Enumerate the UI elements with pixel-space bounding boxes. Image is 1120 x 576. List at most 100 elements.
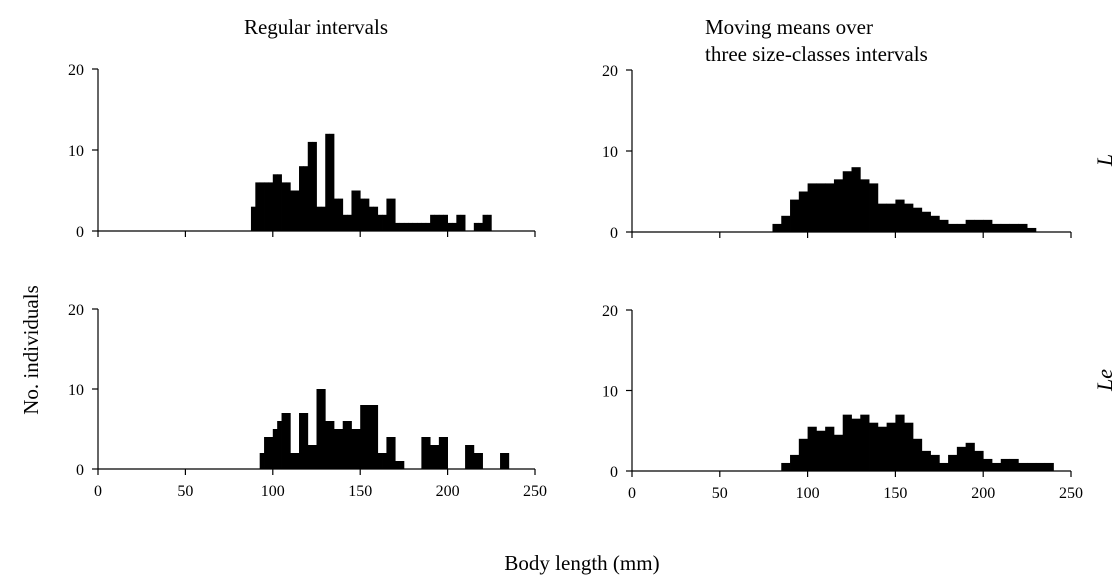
- y-axis-label: No. individuals: [19, 285, 43, 415]
- histogram-bar: [438, 437, 444, 469]
- histogram-bar: [382, 453, 387, 469]
- histogram-bar: [264, 182, 269, 231]
- x-tick-label: 150: [348, 483, 372, 500]
- histogram-bar: [390, 437, 396, 469]
- histogram-bar: [338, 198, 344, 231]
- histogram-bar: [833, 179, 844, 232]
- histogram-bar: [1044, 462, 1054, 471]
- histogram-bar: [299, 166, 304, 231]
- histogram-bar: [285, 413, 291, 469]
- histogram-bar: [825, 426, 835, 471]
- histogram-bar: [465, 445, 470, 469]
- histogram-bar: [307, 141, 313, 231]
- panel-top-left: 0 10 20: [68, 62, 536, 241]
- histogram-bar: [342, 214, 348, 231]
- y-tick-label: 10: [602, 384, 618, 401]
- histogram-bar: [983, 219, 993, 232]
- x-axis-label: Body length (mm): [504, 551, 659, 575]
- histogram-bar: [807, 426, 817, 471]
- histogram-bar: [425, 437, 431, 469]
- histogram-bar: [456, 214, 462, 231]
- histogram-bar: [1035, 462, 1046, 471]
- histogram-bar: [1027, 462, 1037, 471]
- x-tick-label: 100: [261, 483, 285, 500]
- histogram-bar: [399, 461, 405, 469]
- histogram-bar: [965, 442, 975, 471]
- histogram-bar: [842, 414, 852, 471]
- histogram-bar: [1018, 223, 1028, 232]
- histogram-bar: [443, 214, 448, 231]
- histogram-bar: [312, 445, 317, 469]
- histogram-bar: [421, 437, 427, 469]
- histogram-bar: [430, 214, 435, 231]
- histogram-bar: [772, 223, 782, 232]
- histogram-bar: [325, 133, 331, 231]
- histogram-bar: [473, 453, 479, 469]
- y-tick-label: 0: [76, 462, 84, 479]
- histogram-bar: [473, 222, 479, 231]
- histogram-bar: [451, 222, 457, 231]
- histogram-bar: [948, 223, 958, 232]
- histogram-bar: [434, 214, 440, 231]
- histogram-bar: [399, 222, 405, 231]
- histogram-bar: [355, 429, 361, 469]
- histogram-bar: [325, 421, 331, 469]
- histogram-bar: [974, 219, 984, 232]
- histogram-bar: [912, 438, 923, 471]
- histogram-bar: [895, 414, 905, 471]
- histogram-bar: [478, 453, 483, 469]
- right-column-title-line1: Moving means over: [705, 15, 873, 39]
- histogram-bar: [930, 454, 940, 471]
- y-tick-label: 10: [602, 144, 618, 161]
- histogram-bar: [303, 166, 309, 231]
- histogram-bar: [1009, 458, 1019, 471]
- x-tick-label: 0: [94, 483, 102, 500]
- histogram-bar: [316, 206, 322, 231]
- histogram-bar: [904, 422, 914, 471]
- histogram-bar: [930, 215, 940, 232]
- y-tick-label: 20: [602, 63, 618, 80]
- histogram-bar: [272, 174, 278, 231]
- histogram-bar: [277, 421, 282, 469]
- histogram-bar: [478, 222, 483, 231]
- row-label-bottom: Le: [1092, 369, 1117, 392]
- histogram-bar: [895, 199, 905, 232]
- x-tick-label: 250: [1059, 485, 1083, 502]
- histogram-bar: [869, 422, 879, 471]
- histogram-bar: [939, 219, 949, 232]
- histogram-bar: [434, 445, 440, 469]
- histogram-bar: [333, 198, 339, 231]
- histogram-bar: [347, 214, 352, 231]
- histogram-bar: [781, 462, 791, 471]
- histogram-bar: [360, 198, 365, 231]
- histogram-bar: [956, 446, 967, 471]
- histogram-bar: [316, 389, 322, 469]
- histogram-bar: [250, 206, 256, 231]
- histogram-bar: [482, 214, 488, 231]
- histogram-bar: [373, 405, 379, 469]
- row-label-top: L: [1092, 154, 1117, 167]
- histogram-bar: [798, 438, 808, 471]
- histogram-bar: [382, 214, 387, 231]
- histogram-bar: [320, 206, 326, 231]
- histogram-bar: [417, 222, 422, 231]
- x-tick-label: 0: [628, 485, 636, 502]
- y-tick-label: 0: [610, 464, 618, 481]
- histogram-bar: [290, 190, 296, 231]
- histogram-bar: [851, 418, 861, 471]
- histogram-bar: [790, 199, 800, 232]
- histogram-bar: [816, 183, 826, 232]
- histogram-bar: [259, 453, 265, 469]
- histogram-bar: [816, 430, 826, 471]
- histogram-bar: [351, 190, 357, 231]
- histogram-bar: [255, 182, 261, 231]
- histogram-bar: [438, 214, 444, 231]
- histogram-bar: [500, 453, 505, 469]
- histogram-bar: [329, 421, 335, 469]
- histogram-bar: [504, 453, 510, 469]
- histogram-bar: [294, 190, 300, 231]
- histogram-bar: [921, 450, 931, 472]
